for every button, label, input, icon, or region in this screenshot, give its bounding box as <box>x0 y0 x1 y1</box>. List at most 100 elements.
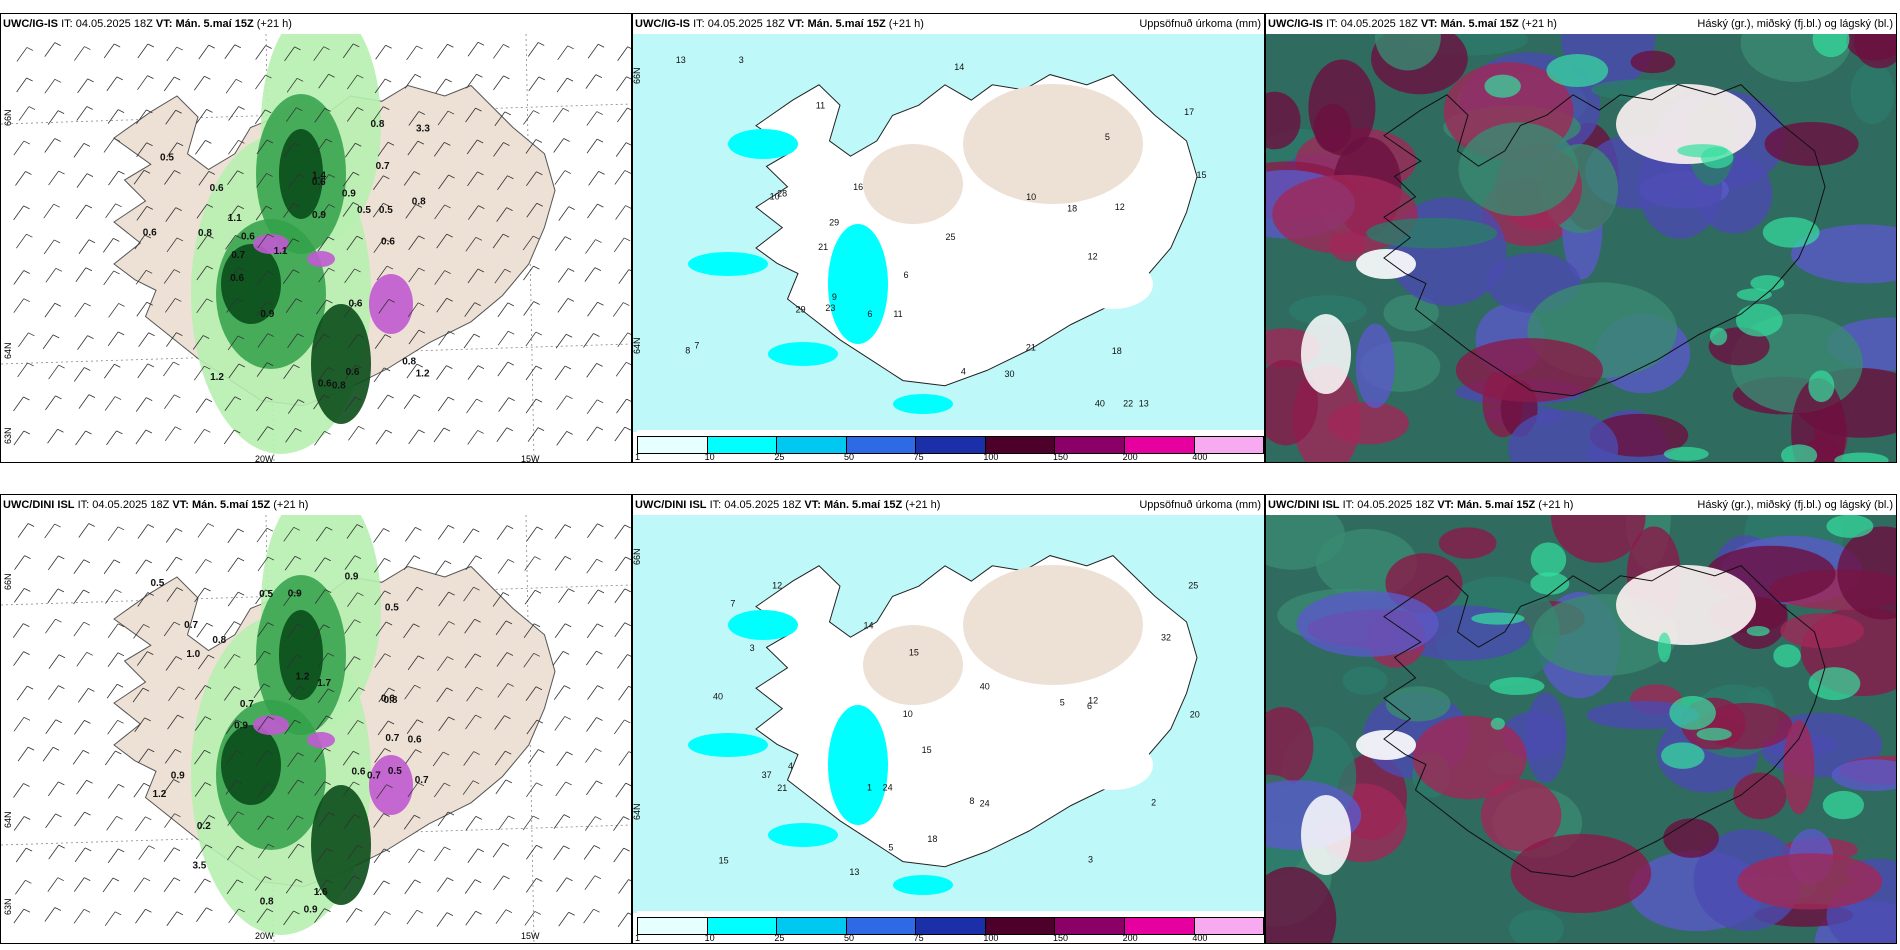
precip-value-label: 17 <box>1184 107 1194 117</box>
wind-barb <box>373 813 390 828</box>
colorbar-segment <box>1194 918 1264 934</box>
colorbar-tick-label: 400 <box>1192 452 1208 462</box>
graticule-line <box>525 34 535 462</box>
wind-value-label: 0.6 <box>349 299 363 310</box>
wind-barb <box>282 269 300 284</box>
init-time: 04.05.2025 18Z <box>707 18 785 30</box>
wind-barb <box>406 363 424 379</box>
init-time: 04.05.2025 18Z <box>724 499 802 511</box>
wind-value-label: 0.8 <box>198 228 212 239</box>
colorbar-segment <box>777 437 847 453</box>
wind-barb <box>195 844 213 860</box>
wind-barb <box>555 781 572 797</box>
wind-barb <box>256 750 273 766</box>
wind-barb <box>373 367 391 383</box>
precip-value-label: 7 <box>694 341 699 351</box>
wind-barb <box>554 170 572 185</box>
wind-barb <box>347 334 365 349</box>
wind-barb <box>314 589 332 604</box>
wind-barb <box>587 589 605 605</box>
wind-barb <box>492 842 510 858</box>
model-name: UWC/IG-IS <box>1268 18 1323 30</box>
precip-value-label: 2 <box>1151 797 1156 807</box>
wind-barb <box>255 74 272 90</box>
wind-value-label: 0.7 <box>415 775 429 786</box>
wind-barb <box>377 141 395 157</box>
wind-barb <box>465 910 482 926</box>
wind-barb <box>164 170 181 185</box>
cloud-cover-area <box>1385 686 1451 722</box>
wind-barb <box>465 714 482 730</box>
wind-barb <box>255 45 272 60</box>
wind-barb <box>317 236 335 252</box>
wind-barb <box>433 782 451 798</box>
cloud-cover-area <box>1342 666 1388 695</box>
wind-barb <box>497 361 514 377</box>
cloud-cover-area <box>1831 759 1896 792</box>
panel-header: UWC/DINI ISL IT: 04.05.2025 18Z VT: Mán.… <box>1 495 631 515</box>
wind-barb <box>48 364 65 380</box>
wind-value-label: 0.6 <box>312 177 326 188</box>
wind-barb <box>107 719 124 735</box>
wind-barb <box>288 685 306 701</box>
wind-barb <box>496 427 513 442</box>
wind-barb <box>496 207 513 222</box>
precip-value-label: 3 <box>1088 855 1093 865</box>
wind-value-label: 1.2 <box>416 368 430 379</box>
wind-value-label: 0.9 <box>260 309 274 320</box>
wind-value-label: 1.2 <box>210 372 224 383</box>
wind-barb <box>318 267 335 283</box>
wind-barb <box>493 75 510 91</box>
wind-barb <box>403 394 421 409</box>
wind-barb <box>552 651 570 666</box>
wind-barb <box>257 426 274 441</box>
wind-barb <box>527 749 545 764</box>
wind-barb <box>403 171 421 186</box>
wind-barb <box>497 683 514 698</box>
precip-heavy-area <box>221 725 281 805</box>
wind-barb <box>495 779 513 795</box>
wind-barb <box>104 396 122 411</box>
wind-barb <box>408 329 426 345</box>
wind-value-label: 1.1 <box>228 213 242 224</box>
wind-barb <box>403 555 421 570</box>
precip-value-label: 15 <box>922 745 932 755</box>
wind-barb <box>166 142 184 157</box>
precip-value-label: 24 <box>883 782 893 792</box>
wind-barb <box>13 908 31 924</box>
low-cloud-area <box>1669 695 1716 730</box>
clear-sky-area <box>1356 730 1416 760</box>
wind-barb <box>587 685 604 700</box>
wind-value-label: 0.5 <box>160 153 174 164</box>
wind-value-label: 0.8 <box>383 695 397 706</box>
wind-barb <box>376 784 393 799</box>
wind-barb <box>438 716 455 732</box>
wind-barb <box>378 299 395 314</box>
wind-barb <box>432 751 450 767</box>
wind-barb <box>612 302 630 317</box>
wind-barb <box>166 46 183 62</box>
wind-barb <box>407 782 425 798</box>
wind-barb <box>553 685 571 700</box>
wind-barb <box>257 622 274 637</box>
wind-barb <box>105 589 122 604</box>
wind-value-label: 0.8 <box>371 119 385 130</box>
precip-value-label: 24 <box>980 799 990 809</box>
wind-value-label: 0.5 <box>385 603 399 614</box>
wind-barb <box>526 202 543 218</box>
wind-barb <box>103 559 121 575</box>
precip-value-label: 25 <box>1188 581 1198 591</box>
colorbar-tick-label: 75 <box>913 933 924 943</box>
wind-barb <box>165 109 182 125</box>
wind-barb <box>318 204 336 219</box>
wind-barb <box>347 720 364 735</box>
lat-label-64: 64N <box>3 811 13 828</box>
precip-10-25-area <box>893 394 953 414</box>
wind-barb <box>227 557 245 573</box>
wind-value-label: 0.5 <box>150 578 164 589</box>
precip-value-label: 6 <box>867 309 872 319</box>
wind-barb <box>13 587 31 603</box>
wind-barb <box>613 847 630 863</box>
wind-barb <box>133 877 151 893</box>
cloud-cover-area <box>1508 909 1564 943</box>
